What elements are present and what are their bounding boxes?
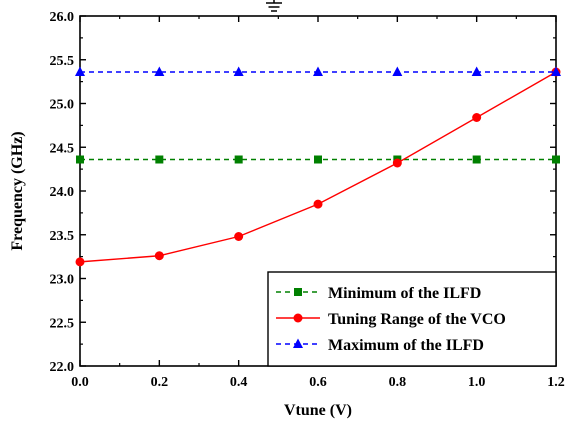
series-0-point-5 <box>472 155 481 164</box>
legend: Minimum of the ILFD Tuning Range of the V… <box>267 271 557 367</box>
x-tick-label-5: 1.0 <box>468 375 486 390</box>
x-tick-label-6: 1.2 <box>547 375 565 390</box>
x-tick-label-4: 0.8 <box>389 375 407 390</box>
series-line-1 <box>79 71 557 263</box>
x-tick-label-2: 0.4 <box>230 375 248 390</box>
y-axis-title: Frequency (GHz) <box>9 131 26 250</box>
y-tick-label-0: 22.0 <box>50 360 75 375</box>
series-1-point-1 <box>154 251 164 261</box>
series-1-point-4 <box>392 158 402 168</box>
y-tick-label-2: 23.0 <box>50 273 75 288</box>
series-1-point-0 <box>75 257 85 267</box>
legend-marker-0 <box>294 288 302 296</box>
legend-box <box>267 271 557 367</box>
series-0-point-2 <box>234 155 243 164</box>
x-tick-label-1: 0.2 <box>151 375 169 390</box>
series-0 <box>76 155 560 164</box>
y-tick-label-6: 25.0 <box>50 98 75 113</box>
series-0-point-3 <box>314 155 322 164</box>
series-2-point-5 <box>471 66 482 76</box>
y-tick-label-7: 25.5 <box>50 54 75 69</box>
y-tick-label-3: 23.5 <box>50 229 75 244</box>
legend-label-2: Maximum of the ILFD <box>328 337 484 354</box>
series-1-point-5 <box>472 113 482 122</box>
series-2-point-2 <box>233 66 244 76</box>
series-layer <box>75 66 561 267</box>
y-tick-label-5: 24.5 <box>50 141 75 156</box>
ground-icon <box>266 0 282 12</box>
series-1-point-2 <box>234 232 244 241</box>
series-1 <box>75 67 561 267</box>
series-2-point-4 <box>392 66 403 76</box>
series-2-point-0 <box>75 66 85 76</box>
legend-label-0: Minimum of the ILFD <box>328 285 481 302</box>
series-0-point-0 <box>76 155 84 164</box>
y-tick-label-4: 24.0 <box>50 185 75 200</box>
legend-label-1: Tuning Range of the VCO <box>328 311 506 328</box>
legend-marker-2 <box>293 338 303 348</box>
x-tick-label-0: 0.0 <box>71 375 89 390</box>
series-1-point-3 <box>313 199 323 209</box>
series-2-point-6 <box>551 66 561 76</box>
series-2 <box>75 66 561 76</box>
series-2-point-1 <box>154 66 165 76</box>
x-tick-label-3: 0.6 <box>309 375 327 390</box>
y-tick-label-8: 26.0 <box>50 10 75 25</box>
series-2-point-3 <box>313 66 323 76</box>
series-0-point-1 <box>155 155 164 164</box>
x-axis-ticks: 0.0 0.2 0.4 0.6 0.8 1.0 1.2 <box>71 16 565 390</box>
legend-marker-1 <box>293 313 303 323</box>
x-axis-title: Vtune (V) <box>284 402 352 419</box>
y-tick-label-1: 22.5 <box>50 316 75 331</box>
series-0-point-6 <box>552 155 560 164</box>
